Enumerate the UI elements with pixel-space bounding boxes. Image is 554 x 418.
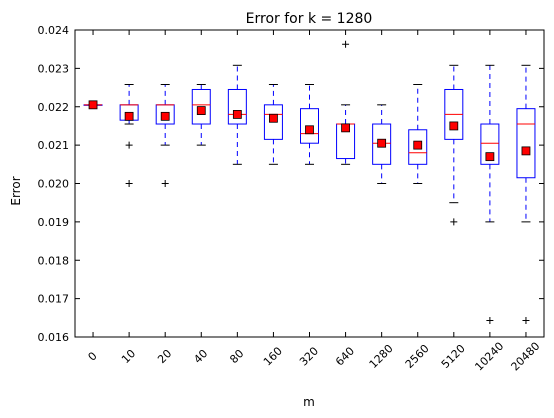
- mean-marker: [160, 111, 170, 121]
- x-tick-label: 5120: [439, 342, 468, 371]
- mean-marker: [449, 121, 459, 131]
- x-tick-label: 80: [227, 347, 246, 366]
- y-tick-label: 0.023: [38, 62, 70, 75]
- mean-marker: [377, 138, 387, 148]
- outlier-marker: [342, 40, 350, 48]
- x-tick-label: 10: [119, 347, 138, 366]
- x-tick-label: 1280: [367, 342, 396, 371]
- mean-marker: [269, 113, 278, 123]
- mean-marker: [485, 152, 495, 162]
- y-tick-label: 0.019: [38, 216, 70, 229]
- y-tick-label: 0.020: [38, 178, 70, 191]
- mean-marker: [413, 140, 423, 150]
- mean-marker: [305, 125, 314, 135]
- x-tick-label: 320: [297, 345, 321, 369]
- outlier-marker: [522, 316, 530, 324]
- x-tick-label: 10240: [472, 340, 506, 374]
- box: [408, 129, 428, 165]
- outlier-marker: [161, 180, 169, 187]
- box: [227, 88, 247, 125]
- x-tick-label: 160: [261, 345, 285, 369]
- plot-frame: [74, 29, 545, 338]
- y-tick-label: 0.018: [38, 254, 70, 267]
- x-tick-label: 640: [333, 345, 357, 369]
- y-tick-label: 0.016: [38, 331, 70, 344]
- outlier-marker: [450, 218, 458, 226]
- x-tick-label: 40: [191, 347, 210, 366]
- chart-title: Error for k = 1280: [246, 11, 373, 27]
- mean-marker: [196, 106, 206, 115]
- y-tick-label: 0.022: [38, 101, 70, 114]
- box: [191, 88, 211, 125]
- y-tick-label: 0.021: [38, 139, 70, 152]
- box: [372, 123, 392, 165]
- y-tick-label: 0.017: [38, 293, 70, 306]
- y-tick-label: 0.024: [38, 24, 70, 37]
- box: [480, 123, 500, 165]
- mean-marker: [341, 123, 350, 133]
- mean-marker: [232, 110, 242, 119]
- x-axis-label: m: [303, 395, 315, 409]
- box: [516, 108, 536, 179]
- outlier-marker: [125, 141, 133, 149]
- box: [263, 104, 283, 140]
- box: [300, 108, 319, 144]
- mean-marker: [124, 111, 134, 121]
- outlier-marker: [125, 180, 133, 187]
- outlier-marker: [486, 316, 494, 324]
- mean-marker: [88, 100, 98, 110]
- x-tick-label: 20: [155, 347, 174, 366]
- x-tick-label: 2560: [403, 342, 432, 371]
- mean-marker: [521, 146, 531, 156]
- plot-area: 0.016 0.017 0.018 0.019 0.020 0.021 0.022 0.023…: [38, 24, 545, 373]
- x-tick-label: 20480: [509, 340, 543, 374]
- x-tick-label: 0: [85, 349, 99, 363]
- y-axis-label: Error: [9, 176, 23, 205]
